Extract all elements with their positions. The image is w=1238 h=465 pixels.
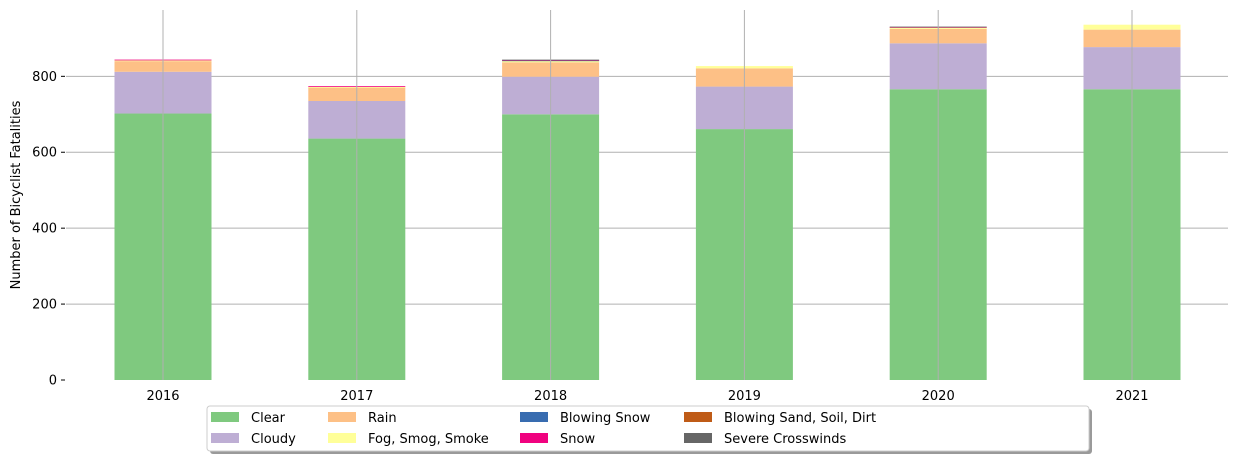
y-axis-ticks: 0 200 400 600 800	[32, 70, 65, 389]
legend-swatch	[520, 433, 548, 443]
legend-swatch	[684, 412, 712, 422]
legend-swatch	[520, 412, 548, 422]
legend: Clear Cloudy Rain Fog, Smog, Smoke Blowing S…	[206, 405, 1092, 454]
y-tick-label: 0	[49, 374, 57, 389]
legend-label: Blowing Snow	[560, 411, 651, 426]
legend-label: Severe Crosswinds	[724, 432, 847, 447]
grid-lines	[66, 75, 1228, 305]
x-tick-label: 2021	[1115, 389, 1148, 404]
y-tick-label: 800	[32, 70, 57, 85]
bars	[114, 24, 1181, 381]
legend-label: Rain	[368, 411, 397, 426]
legend-label: Blowing Sand, Soil, Dirt	[724, 411, 876, 426]
legend-swatch	[211, 433, 239, 443]
x-tick-label: 2018	[534, 389, 567, 404]
x-axis-ticks: 2016 2017 2018 2019 2020 2021	[146, 389, 1148, 404]
y-axis-title: Number of Bicyclist Fatalities	[9, 100, 24, 289]
legend-label: Cloudy	[251, 432, 296, 447]
x-tick-label: 2020	[922, 389, 955, 404]
y-tick-label: 200	[32, 298, 57, 313]
legend-box	[206, 405, 1090, 452]
y-tick-label: 600	[32, 146, 57, 161]
vertical-grid-lines	[162, 10, 1133, 380]
y-tick-label: 400	[32, 222, 57, 237]
legend-swatch	[211, 412, 239, 422]
legend-label: Snow	[560, 432, 595, 447]
legend-label: Clear	[251, 411, 286, 426]
legend-label: Fog, Smog, Smoke	[368, 432, 489, 447]
legend-swatch	[328, 412, 356, 422]
x-tick-label: 2017	[340, 389, 373, 404]
legend-swatch	[328, 433, 356, 443]
x-tick-label: 2019	[728, 389, 761, 404]
legend-swatch	[684, 433, 712, 443]
x-tick-label: 2016	[146, 389, 179, 404]
